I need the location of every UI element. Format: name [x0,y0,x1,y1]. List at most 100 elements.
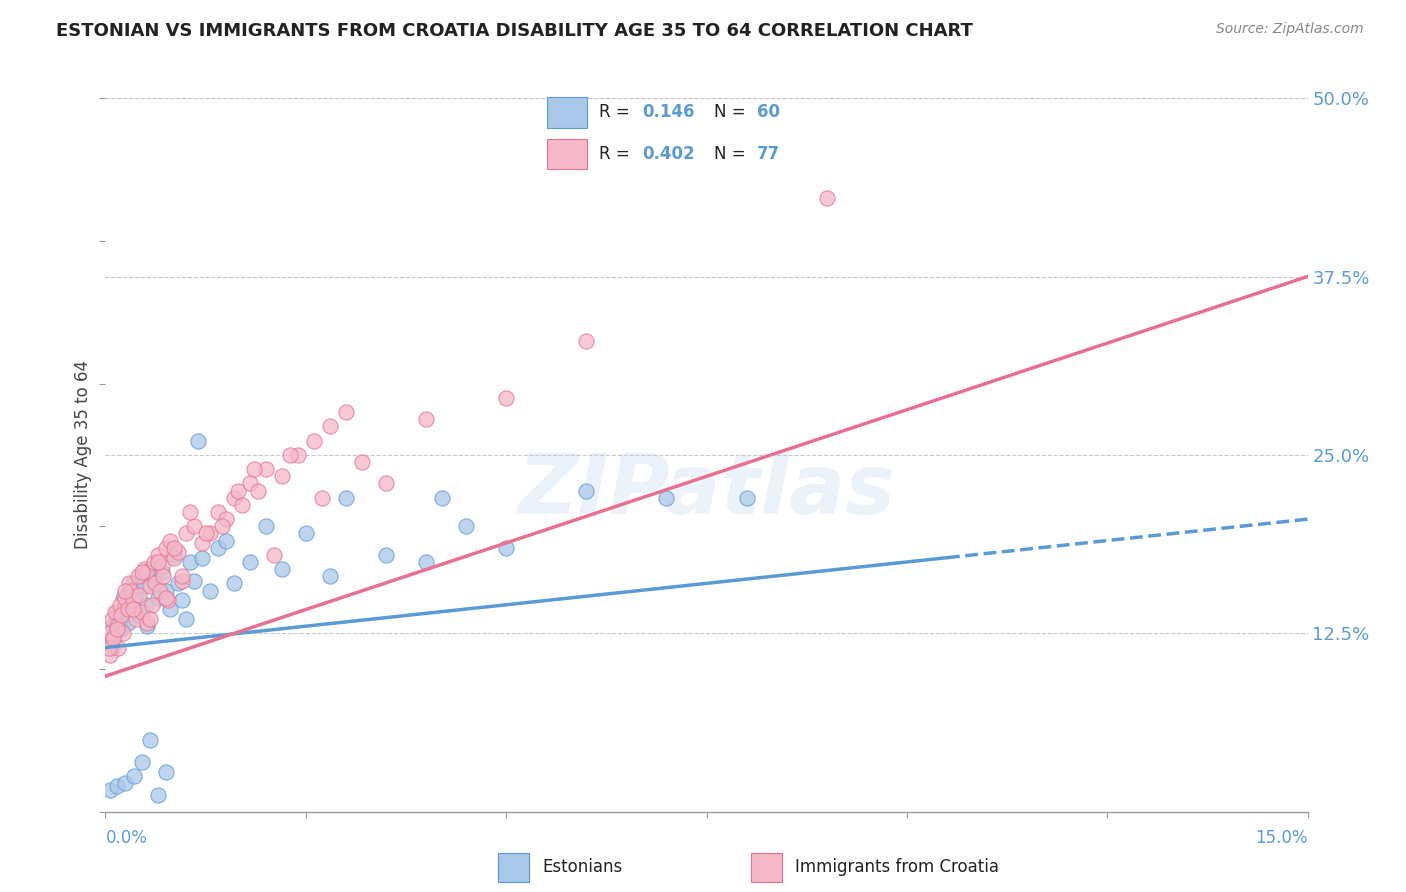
Point [110,622,132,636]
Point [114,591,136,605]
Point [163,541,186,555]
Point [179,555,201,569]
Point [155,541,177,555]
Bar [498,854,530,881]
Text: 0.402: 0.402 [643,145,695,163]
Point [231,498,253,512]
Point [270,562,292,576]
Point [148,555,170,569]
Text: ZIPatlas: ZIPatlas [517,450,896,531]
Point [575,483,598,498]
Point [415,412,437,426]
Point [125,588,148,602]
Point [350,455,373,469]
Point [155,764,177,779]
Point [146,591,169,605]
Text: 60: 60 [756,103,780,121]
Point [131,569,153,583]
Point [174,612,197,626]
Point [415,555,437,569]
Point [222,576,245,591]
Point [179,505,201,519]
Point [194,526,217,541]
Text: Source: ZipAtlas.com: Source: ZipAtlas.com [1216,22,1364,37]
Y-axis label: Disability Age 35 to 64: Disability Age 35 to 64 [73,360,91,549]
Point [108,612,131,626]
Point [105,619,128,633]
Point [101,631,124,645]
Point [374,548,398,562]
Point [139,612,162,626]
Point [122,593,145,607]
Point [103,619,125,633]
Point [278,448,301,462]
Point [159,602,181,616]
Point [138,579,160,593]
Point [127,605,149,619]
Point [242,462,264,476]
Point [146,548,169,562]
Point [155,583,177,598]
Point [108,598,131,612]
Point [127,569,149,583]
Point [198,583,221,598]
Point [211,519,233,533]
Point [152,569,174,583]
Text: ESTONIAN VS IMMIGRANTS FROM CROATIA DISABILITY AGE 35 TO 64 CORRELATION CHART: ESTONIAN VS IMMIGRANTS FROM CROATIA DISA… [56,22,973,40]
Point [187,434,209,448]
Text: 0.146: 0.146 [643,103,695,121]
Point [162,548,184,562]
Text: R =: R = [599,103,636,121]
Point [190,550,212,565]
Point [98,640,121,655]
Point [97,626,120,640]
Point [125,612,148,626]
Point [150,565,173,579]
Point [120,593,142,607]
Point [374,476,398,491]
Point [295,526,318,541]
Point [655,491,678,505]
Point [110,607,132,622]
Point [335,491,357,505]
Point [170,593,193,607]
Text: 0.0%: 0.0% [105,829,148,847]
Point [239,555,262,569]
Point [103,633,125,648]
Point [138,562,160,576]
Point [254,519,277,533]
Point [124,769,146,783]
Point [142,555,165,569]
Point [174,526,197,541]
Bar [751,854,783,881]
Point [135,598,157,612]
Point [141,598,163,612]
Bar [547,97,586,128]
Point [815,191,838,205]
Point [118,583,141,598]
Point [263,548,285,562]
Point [107,622,129,636]
Point [131,755,153,769]
Point [98,648,121,662]
Point [122,602,145,616]
Point [131,605,153,619]
Point [128,588,150,602]
Point [172,569,194,583]
Text: N =: N = [714,145,751,163]
Point [162,550,184,565]
Point [105,779,128,793]
Point [287,448,309,462]
Point [207,505,229,519]
Text: 77: 77 [756,145,780,163]
Point [117,602,139,616]
Bar [547,139,586,169]
Point [104,626,127,640]
Point [107,640,129,655]
Point [104,605,127,619]
Point [132,579,155,593]
Point [735,491,758,505]
Point [118,576,141,591]
Point [101,640,124,655]
Point [114,598,136,612]
